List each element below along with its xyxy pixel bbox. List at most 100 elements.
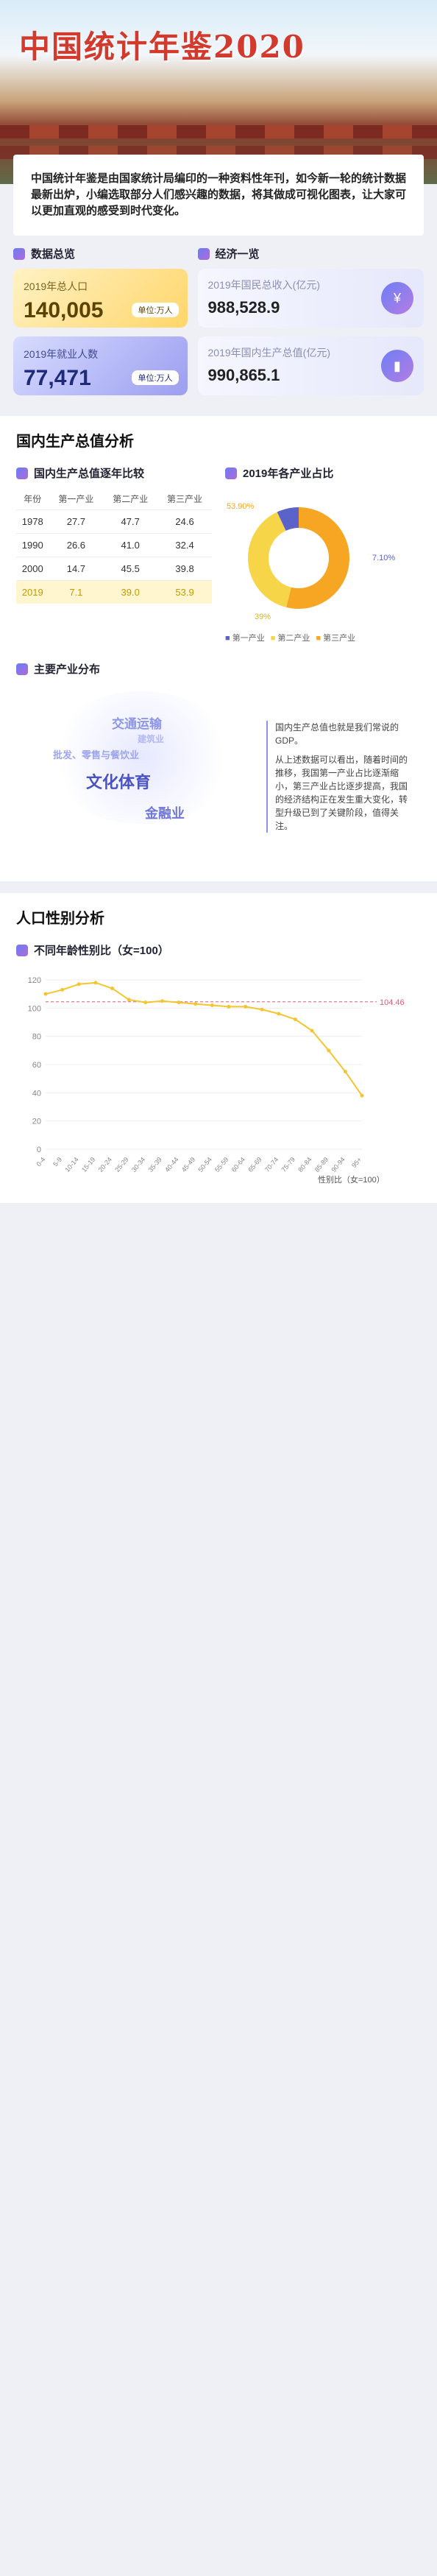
sex-section-title: 人口性别分析 bbox=[16, 911, 104, 927]
x-tick-label: 0-4 bbox=[35, 1156, 47, 1168]
sex-section: 人口性别分析 不同年龄性别比（女=100） 0 20 40 60 80 100 120 104… bbox=[0, 893, 437, 1203]
gdp-table: 年份 第一产业 第二产业 第三产业 1978 27.7 47.7 24.6 1990 26.6… bbox=[16, 488, 212, 604]
data-point bbox=[310, 1028, 314, 1033]
data-point bbox=[160, 999, 164, 1003]
pie-icon bbox=[225, 467, 237, 479]
table-row: 1990 26.6 41.0 32.4 bbox=[16, 533, 212, 557]
x-tick-label: 95+ bbox=[350, 1156, 363, 1169]
data-point bbox=[360, 1093, 364, 1098]
pie-slice-secondary bbox=[248, 507, 349, 609]
economy-title: 经济一览 bbox=[215, 248, 260, 261]
x-tick-label: 90-94 bbox=[330, 1156, 346, 1174]
people-icon bbox=[16, 944, 28, 956]
x-tick-label: 25-29 bbox=[113, 1156, 129, 1174]
y-tick-label: 40 bbox=[32, 1089, 41, 1098]
data-point bbox=[127, 998, 131, 1002]
employment-card: 2019年就业人数 77,471 单位:万人 bbox=[13, 336, 188, 395]
population-value: 140,005 bbox=[24, 298, 104, 322]
x-tick-label: 35-39 bbox=[146, 1156, 163, 1174]
industry-word-cloud: 交通运输 批发、零售与餐饮业 文化体育 金融业 建筑业 国内生产总值也就是我们常… bbox=[16, 684, 421, 868]
table-row: 2000 14.7 45.5 39.8 bbox=[16, 557, 212, 581]
cloud-word: 金融业 bbox=[145, 806, 185, 821]
x-tick-label: 30-34 bbox=[130, 1156, 146, 1174]
x-tick-label: 80-84 bbox=[296, 1156, 313, 1174]
employment-label: 2019年就业人数 bbox=[24, 348, 99, 360]
x-tick-label: 5-9 bbox=[51, 1156, 63, 1168]
y-tick-label: 80 bbox=[32, 1033, 41, 1042]
pie-label: 7.10% bbox=[372, 554, 395, 562]
population-unit: 单位:万人 bbox=[132, 303, 179, 317]
gni-card: 2019年国民总收入(亿元) 988,528.9 ¥ bbox=[197, 269, 424, 328]
gdp-label: 2019年国内生产总值(亿元) bbox=[207, 347, 330, 359]
gdp-card: 2019年国内生产总值(亿元) 990,865.1 ▮ bbox=[197, 336, 424, 395]
data-point bbox=[193, 1002, 198, 1006]
y-tick-label: 120 bbox=[28, 976, 41, 985]
pie-slice-primary bbox=[248, 507, 349, 609]
cloud-word: 批发、零售与餐饮业 bbox=[53, 749, 140, 761]
pie-label: 39% bbox=[255, 613, 271, 621]
cloud-word: 建筑业 bbox=[138, 734, 165, 744]
pie-label: 53.90% bbox=[227, 502, 255, 511]
y-tick-label: 60 bbox=[32, 1061, 41, 1070]
x-tick-label: 70-74 bbox=[263, 1156, 280, 1174]
pie-legend: ■ 第一产业 ■ 第二产业 ■ 第三产业 bbox=[225, 634, 356, 643]
reference-label: 104.46 bbox=[380, 998, 405, 1007]
x-tick-label: 40-44 bbox=[163, 1156, 180, 1174]
dist-title: 主要产业分布 bbox=[34, 663, 101, 676]
overview-title: 数据总览 bbox=[31, 248, 76, 261]
x-tick-label: 65-69 bbox=[246, 1156, 263, 1174]
gni-value: 988,528.9 bbox=[207, 298, 280, 317]
x-tick-label: 20-24 bbox=[97, 1156, 113, 1174]
employment-value: 77,471 bbox=[24, 366, 91, 390]
gni-label: 2019年国民总收入(亿元) bbox=[207, 279, 320, 291]
cloud-word: 文化体育 bbox=[86, 773, 152, 791]
data-point bbox=[93, 981, 98, 985]
gdp-section: 国内生产总值分析 国内生产总值逐年比较 年份 第一产业 第二产业 第三产业 1978 2… bbox=[0, 416, 437, 881]
data-point bbox=[110, 987, 115, 990]
industry-pie-chart: 53.90% 7.10% 39% bbox=[227, 502, 395, 621]
gdp-section-title: 国内生产总值分析 bbox=[16, 434, 134, 450]
data-point bbox=[260, 1007, 264, 1012]
hero-banner: 中国统计年鉴2020 bbox=[0, 0, 437, 184]
population-label: 2019年总人口 bbox=[24, 280, 88, 292]
table-title: 国内生产总值逐年比较 bbox=[34, 467, 145, 480]
data-point bbox=[327, 1048, 331, 1053]
cloud-word: 交通运输 bbox=[112, 717, 162, 731]
money-bag-icon: ¥ bbox=[381, 282, 413, 314]
data-point bbox=[343, 1070, 347, 1074]
chart-icon bbox=[197, 247, 210, 260]
x-tick-label: 45-49 bbox=[180, 1156, 196, 1174]
data-point bbox=[177, 1001, 181, 1005]
population-card: 2019年总人口 140,005 单位:万人 bbox=[13, 269, 188, 328]
table-header: 第二产业 bbox=[113, 494, 149, 504]
intro-text: 中国统计年鉴是由国家统计局编印的一种资料性年刊，如今新一轮的统计数据最新出炉，小… bbox=[13, 155, 424, 236]
y-tick-label: 0 bbox=[37, 1146, 41, 1154]
people-icon bbox=[16, 467, 28, 479]
data-point bbox=[277, 1012, 281, 1016]
table-header: 第一产业 bbox=[58, 494, 94, 504]
table-row: 1978 27.7 47.7 24.6 bbox=[16, 509, 212, 534]
pie-title: 2019年各产业占比 bbox=[243, 467, 334, 480]
data-point bbox=[293, 1017, 297, 1022]
bar-chart-icon: ▮ bbox=[381, 350, 413, 382]
gdp-value: 990,865.1 bbox=[207, 366, 280, 384]
legend-label: 性别比（女=100） bbox=[318, 1174, 385, 1185]
y-tick-label: 100 bbox=[28, 1004, 41, 1013]
industry-notes: 国内生产总值也就是我们常说的GDP。 从上述数据可以看出，随着时间的推移，我国第… bbox=[266, 721, 413, 833]
series-line bbox=[45, 981, 363, 1096]
x-tick-label: 50-54 bbox=[196, 1156, 213, 1174]
x-tick-label: 75-79 bbox=[280, 1156, 296, 1174]
employment-unit: 单位:万人 bbox=[132, 370, 179, 385]
page-title: 中国统计年鉴2020 bbox=[19, 29, 305, 65]
table-row-highlight: 2019 7.1 39.0 53.9 bbox=[16, 580, 212, 604]
data-point bbox=[77, 982, 81, 987]
cloud-background bbox=[46, 691, 237, 824]
x-tick-label: 85-89 bbox=[313, 1156, 330, 1174]
data-point bbox=[60, 987, 65, 992]
x-tick-label: 55-59 bbox=[213, 1156, 230, 1174]
data-point bbox=[227, 1004, 231, 1009]
palace-roof bbox=[0, 125, 437, 138]
y-tick-label: 20 bbox=[32, 1118, 41, 1126]
x-tick-label: 10-14 bbox=[63, 1156, 79, 1174]
data-point bbox=[143, 1001, 148, 1005]
